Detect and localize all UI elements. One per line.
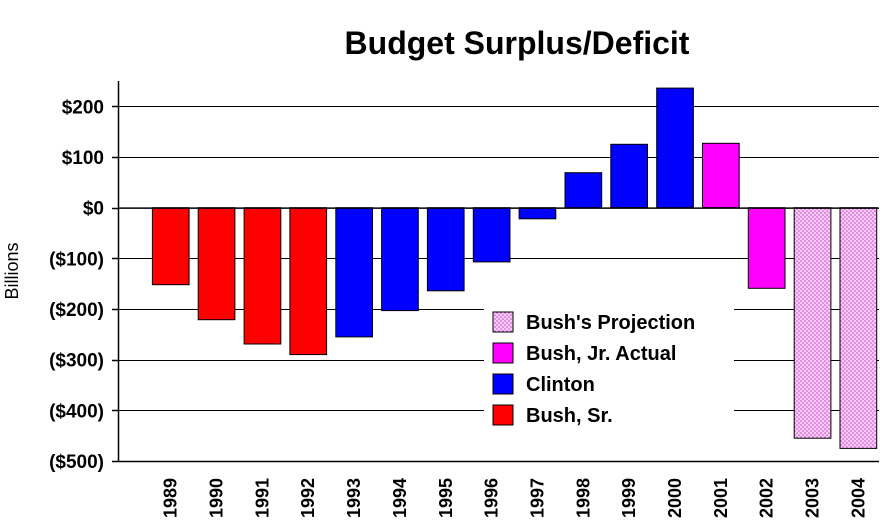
- bar-1990: [197, 207, 236, 321]
- bar-1989: [151, 207, 190, 286]
- bar-1992: [289, 207, 328, 356]
- x-tick-label: 2002: [757, 478, 777, 518]
- bar-1997: [518, 207, 557, 220]
- legend-label: Bush, Jr. Actual: [526, 343, 676, 365]
- legend-swatch: [492, 404, 514, 426]
- x-tick-label: 2003: [803, 478, 823, 518]
- y-tick-label: $100: [62, 148, 104, 169]
- bar-1995: [426, 207, 465, 292]
- legend-swatch: [492, 311, 514, 333]
- x-tick-label: 1991: [252, 478, 272, 518]
- x-tick-label: 1990: [207, 478, 227, 518]
- legend-label: Bush's Projection: [526, 312, 695, 334]
- y-tick-label: $0: [83, 199, 104, 220]
- bar-2000: [656, 87, 694, 209]
- bar-1996: [472, 207, 511, 263]
- y-tick-label: ($400): [49, 401, 104, 422]
- axes: [112, 81, 879, 463]
- bar-1991: [243, 207, 282, 345]
- y-tick-label: ($300): [49, 351, 104, 372]
- x-tick-label: 1996: [482, 478, 502, 518]
- x-tick-label: 1994: [390, 478, 410, 518]
- x-tick-label: 1998: [573, 478, 593, 518]
- x-tick-label: 1995: [436, 478, 456, 518]
- x-tick-labels: 1989 1990 1991 1992 1993 1994 1995 1996 1997 1998…: [161, 478, 869, 518]
- bar-1998: [564, 172, 603, 209]
- legend-swatch: [492, 373, 514, 395]
- bar-2003: [793, 207, 832, 439]
- x-tick-label: 1999: [619, 478, 639, 518]
- bar-1993: [335, 207, 373, 338]
- bar-2002: [747, 207, 786, 289]
- bar-2001: [702, 142, 740, 209]
- x-tick-label: 2004: [848, 478, 868, 518]
- x-tick-label: 1993: [344, 478, 364, 518]
- x-tick-label: 2000: [665, 478, 685, 518]
- bar-2004: [839, 207, 878, 449]
- legend: Bush's Projection Bush, Jr. Actual Clinton…: [484, 302, 734, 432]
- legend-box: [484, 302, 734, 432]
- bar-1994: [381, 207, 419, 312]
- x-tick-label: 1989: [161, 478, 181, 518]
- y-tick-label: $200: [62, 97, 104, 118]
- chart-title: Budget Surplus/Deficit: [345, 25, 690, 61]
- bars: [151, 87, 878, 449]
- x-tick-label: 1997: [528, 478, 548, 518]
- x-tick-label: 1992: [298, 478, 318, 518]
- bar-1999: [610, 143, 648, 209]
- legend-label: Bush, Sr.: [526, 405, 613, 427]
- y-tick-label: ($500): [49, 452, 104, 473]
- y-tick-label: ($200): [49, 300, 104, 321]
- legend-label: Clinton: [526, 374, 595, 396]
- y-axis-label: Billions: [2, 242, 22, 299]
- y-tick-labels: $200 $100 $0 ($100) ($200) ($300) ($400) ($500): [49, 97, 104, 473]
- y-tick-label: ($100): [49, 249, 104, 270]
- legend-swatch: [492, 342, 514, 364]
- x-tick-label: 2001: [711, 478, 731, 518]
